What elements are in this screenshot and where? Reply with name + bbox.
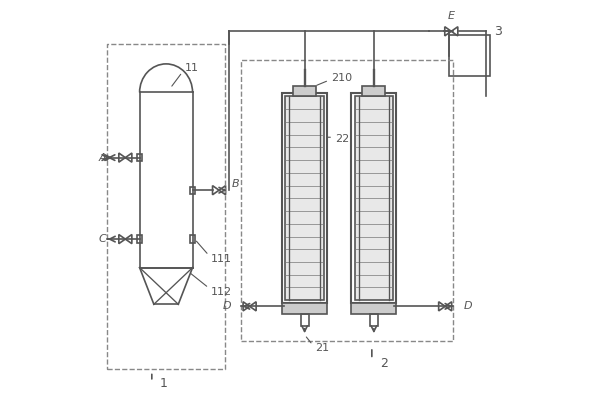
Bar xyxy=(300,313,309,326)
Bar xyxy=(285,97,324,300)
Text: 22: 22 xyxy=(335,134,349,144)
Text: 2: 2 xyxy=(380,357,388,370)
Bar xyxy=(190,235,195,243)
Text: 111: 111 xyxy=(211,254,232,264)
Bar xyxy=(293,86,316,97)
Bar xyxy=(137,235,142,243)
Text: 112: 112 xyxy=(211,287,232,297)
Bar xyxy=(137,154,142,161)
Bar xyxy=(355,97,393,300)
Bar xyxy=(450,36,490,76)
Text: 210: 210 xyxy=(331,73,352,83)
Bar xyxy=(282,304,327,313)
Text: 21: 21 xyxy=(315,343,329,353)
Text: 3: 3 xyxy=(494,25,502,38)
Text: D: D xyxy=(223,301,231,311)
Bar xyxy=(351,93,396,304)
Text: 11: 11 xyxy=(184,63,198,73)
Bar xyxy=(190,187,195,194)
Text: A: A xyxy=(99,153,106,163)
Text: C: C xyxy=(99,234,106,244)
Text: D: D xyxy=(463,301,472,311)
Bar xyxy=(362,86,386,97)
Text: E: E xyxy=(448,11,455,21)
Text: 1: 1 xyxy=(160,377,168,390)
Bar xyxy=(282,93,327,304)
Text: B: B xyxy=(231,179,239,189)
Bar xyxy=(370,313,378,326)
Bar xyxy=(351,304,396,313)
